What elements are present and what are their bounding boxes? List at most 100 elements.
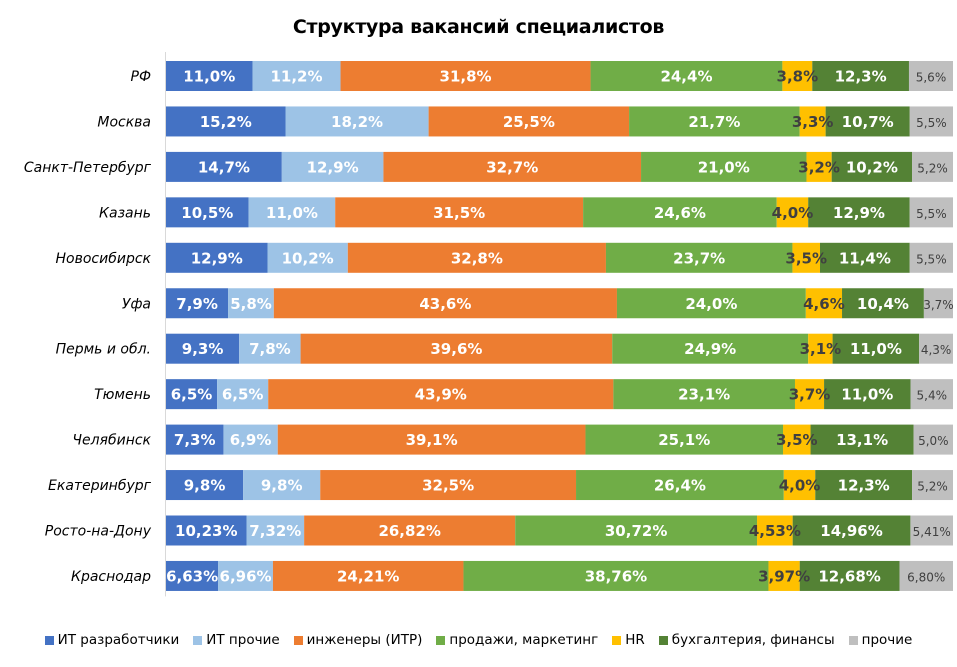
data-label: 5,41%: [913, 525, 951, 539]
data-label: 31,8%: [440, 68, 492, 86]
data-label: 5,5%: [916, 207, 947, 221]
category-label: Краснодар: [71, 569, 151, 585]
data-label: 5,5%: [916, 116, 947, 130]
legend-swatch-icon: [44, 635, 54, 645]
legend-item: продажи, маркетинг: [436, 632, 598, 648]
bar-segment: [383, 151, 642, 182]
bar-segment: [166, 61, 253, 91]
bar-segment: [616, 288, 806, 319]
data-label: 18,2%: [331, 113, 383, 131]
legend-label: продажи, маркетинг: [449, 632, 599, 648]
bar-segment: [910, 515, 953, 546]
data-label: 24,21%: [337, 567, 399, 585]
data-label: 12,9%: [307, 158, 359, 176]
data-label: 10,23%: [175, 522, 237, 540]
data-label: 10,2%: [282, 249, 334, 267]
data-label: 4,53%: [749, 522, 801, 540]
bar-segment: [267, 242, 348, 273]
bar-segment: [923, 288, 953, 319]
bar-segment: [794, 379, 825, 410]
bar-segment: [166, 560, 219, 591]
bar-segment: [842, 288, 924, 319]
bar-segment: [217, 379, 269, 410]
bar-segment: [347, 242, 606, 273]
data-label: 6,5%: [222, 386, 264, 404]
bar-segment: [832, 333, 920, 364]
data-label: 3,5%: [785, 249, 827, 267]
bar-segment: [304, 515, 516, 546]
data-label: 24,0%: [685, 295, 737, 313]
legend-item: HR: [612, 632, 645, 648]
bar-segment: [277, 424, 586, 455]
data-label: 6,63%: [166, 567, 218, 585]
data-label: 32,5%: [422, 477, 474, 495]
bar-segment: [820, 242, 910, 273]
data-label: 7,32%: [249, 522, 301, 540]
data-label: 3,3%: [792, 113, 834, 131]
bar-segment: [166, 333, 240, 364]
data-label: 5,5%: [916, 252, 947, 266]
value-labels-layer: 11,0% 11,2% 31,8% 24,4% 3,8% 12,3% 5,6% 15,2% 18…: [166, 68, 954, 586]
bar-segment: [281, 151, 384, 182]
data-label: 32,8%: [451, 249, 503, 267]
category-label: Новосибирск: [56, 251, 152, 267]
bar-segment: [166, 106, 286, 137]
bar-segment: [909, 242, 953, 273]
bar-segment: [515, 515, 758, 546]
bar-segment: [590, 61, 783, 91]
data-label: 10,5%: [181, 204, 233, 222]
data-label: 3,2%: [798, 158, 840, 176]
bar-segment: [585, 424, 784, 455]
legend-item: ИТ разработчики: [44, 632, 179, 648]
bar-segment: [815, 470, 913, 501]
bar-segment: [783, 470, 816, 501]
bar-segment: [908, 61, 953, 91]
bar-segment: [808, 197, 910, 228]
bar-segment: [320, 470, 577, 501]
bar-segment: [223, 424, 278, 455]
category-label: РФ: [131, 69, 152, 85]
data-label: 9,8%: [184, 477, 226, 495]
data-label: 26,82%: [378, 522, 440, 540]
data-label: 3,1%: [800, 340, 842, 358]
data-label: 25,5%: [503, 113, 555, 131]
category-label: Екатеринбург: [48, 478, 152, 494]
data-label: 7,8%: [249, 340, 291, 358]
data-label: 24,6%: [654, 204, 706, 222]
data-label: 5,2%: [917, 480, 948, 494]
bar-segment: [799, 106, 826, 137]
data-label: 7,9%: [176, 295, 218, 313]
data-label: 11,0%: [183, 68, 235, 86]
bar-segment: [792, 515, 911, 546]
bar-segment: [166, 515, 247, 546]
data-label: 12,3%: [835, 68, 887, 86]
data-label: 5,4%: [917, 389, 948, 403]
data-label: 39,1%: [406, 431, 458, 449]
bar-segment: [812, 61, 909, 91]
bar-segment: [166, 288, 229, 319]
legend-swatch-icon: [193, 635, 203, 645]
data-label: 6,9%: [230, 431, 272, 449]
bar-segment: [166, 379, 218, 410]
data-label: 11,4%: [839, 249, 891, 267]
legend-swatch-icon: [848, 635, 858, 645]
data-label: 3,7%: [789, 386, 831, 404]
data-label: 39,6%: [430, 340, 482, 358]
bar-segment: [909, 106, 953, 137]
bar-segment: [239, 333, 301, 364]
data-label: 6,80%: [907, 570, 945, 584]
data-label: 12,68%: [818, 567, 880, 585]
bar-segment: [899, 560, 953, 591]
bar-segment: [300, 333, 613, 364]
bar-segment: [782, 61, 813, 91]
data-label: 9,3%: [182, 340, 224, 358]
bar-segment: [243, 470, 321, 501]
data-label: 5,2%: [917, 161, 948, 175]
category-label: Казань: [99, 205, 151, 221]
data-label: 24,4%: [660, 68, 712, 86]
data-label: 3,5%: [776, 431, 818, 449]
bar-segment: [912, 151, 953, 182]
bar-segment: [248, 197, 336, 228]
category-label: Пермь и обл.: [56, 342, 151, 358]
data-label: 7,3%: [174, 431, 216, 449]
